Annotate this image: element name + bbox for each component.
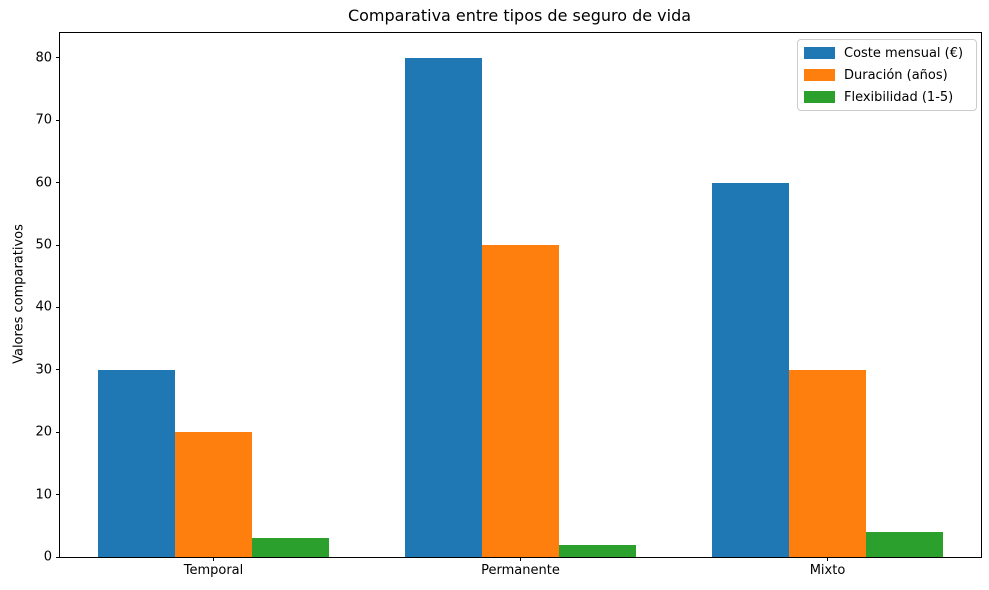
bar-flexibilidad-1-5-mixto [865, 532, 943, 557]
y-tick-mark [56, 494, 60, 496]
legend-row-flexibilidad-1-5: Flexibilidad (1-5) [798, 86, 976, 108]
bar-flexibilidad-1-5-permanente [558, 544, 636, 557]
legend-row-coste-mensual: Coste mensual (€) [798, 42, 976, 64]
y-tick-label: 80 [35, 50, 52, 66]
x-tick-mark [827, 557, 828, 561]
y-tick-mark [56, 244, 60, 246]
legend-swatch-coste-mensual [804, 47, 835, 59]
y-tick-mark [56, 57, 60, 59]
bar-coste-mensual-temporal [98, 369, 176, 557]
bar-duraci-n-a-os-mixto [789, 369, 866, 557]
y-tick-mark [56, 182, 60, 184]
legend-label: Coste mensual (€) [844, 45, 964, 61]
y-tick-label: 50 [35, 237, 52, 253]
bar-duraci-n-a-os-temporal [175, 432, 252, 557]
y-tick-label: 20 [35, 424, 52, 440]
y-axis-label: Valores comparativos [11, 224, 27, 364]
x-tick-mark [213, 557, 214, 561]
y-tick-mark [56, 119, 60, 121]
bar-coste-mensual-permanente [405, 57, 483, 557]
x-tick-label-temporal: Temporal [183, 563, 244, 578]
legend-label: Duración (años) [844, 67, 948, 83]
y-tick-label: 10 [35, 487, 52, 503]
y-tick-label: 60 [35, 175, 52, 191]
y-tick-mark [56, 431, 60, 433]
y-tick-mark [56, 369, 60, 371]
x-tick-label-mixto: Mixto [809, 563, 846, 578]
legend-row-duraci-n-a-os: Duración (años) [798, 64, 976, 86]
legend-swatch-duraci-n-a-os [804, 69, 835, 81]
bar-duraci-n-a-os-permanente [482, 245, 559, 557]
x-tick-label-permanente: Permanente [481, 563, 560, 578]
bar-flexibilidad-1-5-temporal [251, 538, 329, 557]
y-tick-mark [56, 306, 60, 308]
legend: Coste mensual (€) Duración (años) Flexibil… [797, 39, 977, 111]
y-tick-label: 0 [43, 549, 52, 565]
y-tick-mark [56, 556, 60, 558]
plot-area: 0 10 20 30 40 50 60 70 80 Temporal Permanente Mixto [35, 32, 982, 578]
chart-title: Comparativa entre tipos de seguro de vid… [347, 6, 692, 25]
legend-swatch-flexibilidad-1-5 [804, 91, 835, 103]
x-tick-mark [520, 557, 521, 561]
legend-label: Flexibilidad (1-5) [844, 89, 954, 105]
y-tick-label: 40 [35, 299, 52, 315]
bar-coste-mensual-mixto [712, 182, 790, 557]
y-tick-label: 30 [35, 362, 52, 378]
y-tick-label: 70 [35, 112, 52, 128]
